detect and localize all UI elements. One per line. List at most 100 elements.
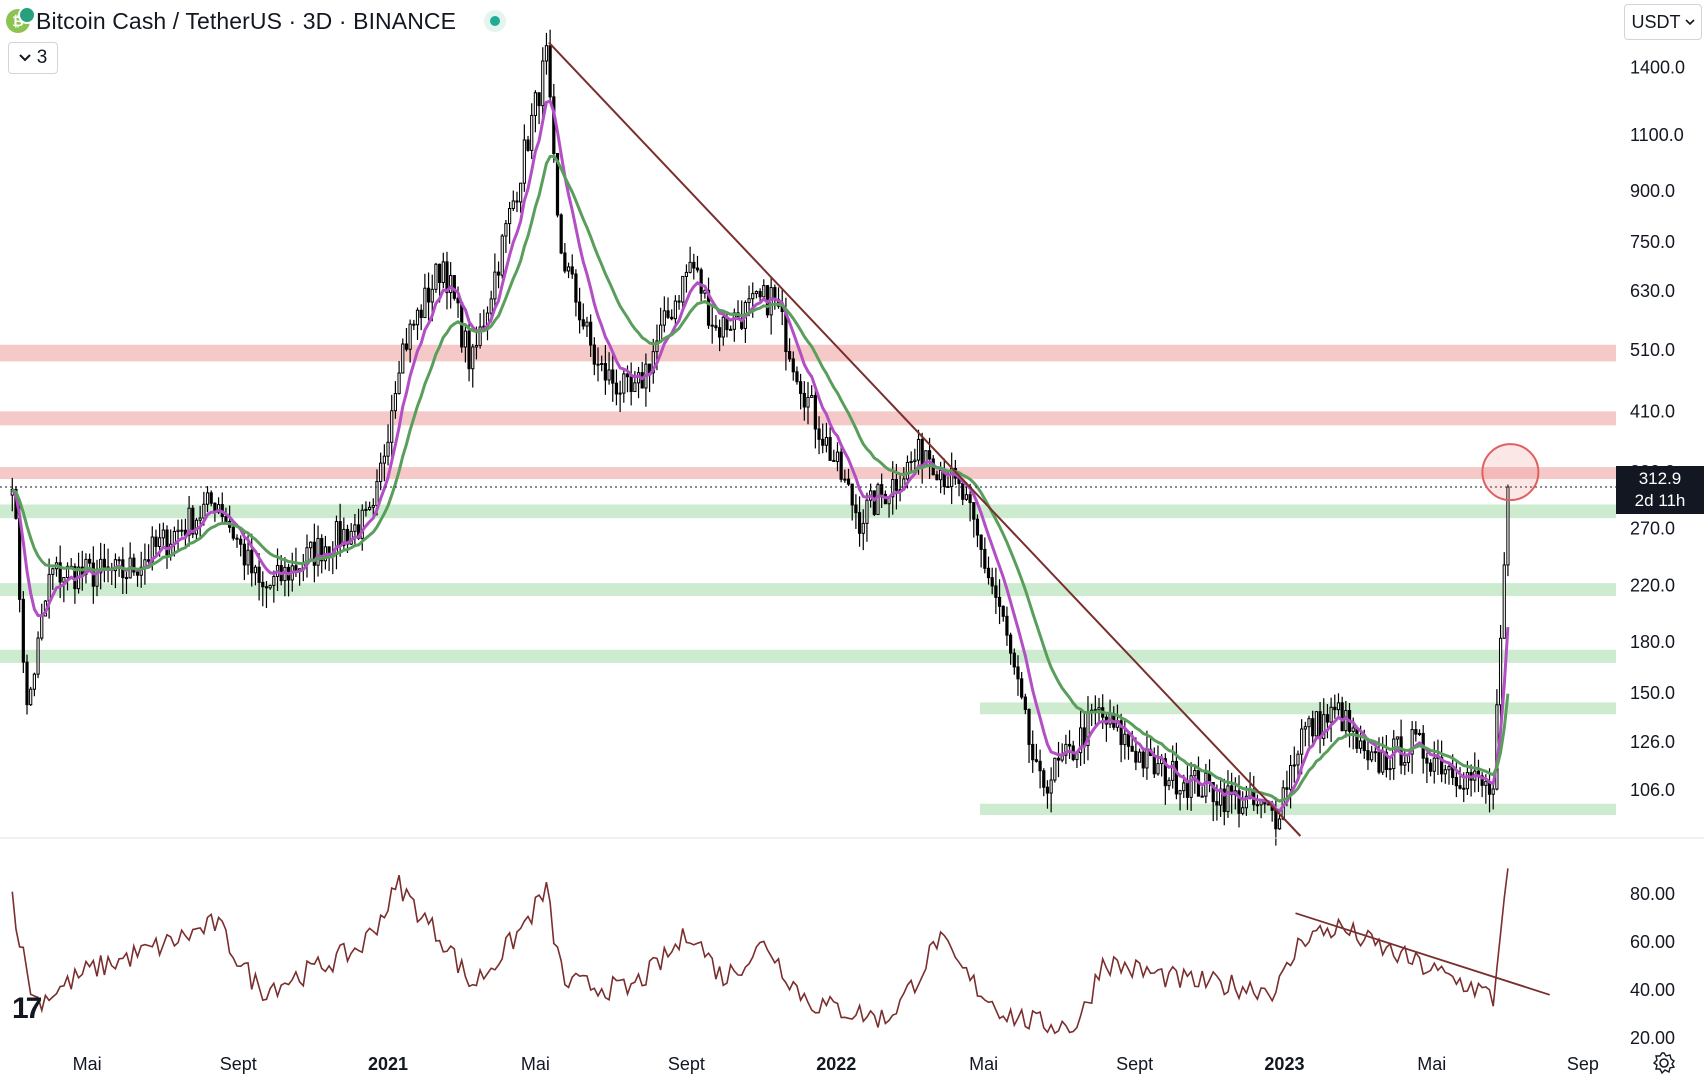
candle-body — [1167, 779, 1171, 787]
support-zone-0 — [0, 504, 1616, 519]
indicators-toggle-button[interactable]: 3 — [8, 42, 58, 74]
candle-body — [1141, 751, 1145, 769]
candle-body — [544, 45, 549, 62]
candle-body — [1145, 748, 1149, 769]
candle-body — [695, 267, 700, 271]
candle-body — [504, 223, 508, 237]
candle-body — [496, 271, 501, 276]
price-axis-label: 270.0 — [1630, 518, 1675, 538]
candle-body — [740, 317, 744, 329]
candle-body — [1432, 757, 1436, 772]
candle-body — [408, 323, 412, 350]
candle-body — [843, 478, 847, 481]
candle-body — [1311, 718, 1315, 737]
candle-body — [224, 516, 228, 523]
candle-body — [939, 469, 943, 481]
candle-body — [1009, 634, 1013, 654]
candle-body — [353, 524, 357, 532]
price-axis-label: 150.0 — [1630, 683, 1675, 703]
candle-body — [1064, 743, 1068, 756]
candle-body — [1222, 788, 1226, 813]
candle-body — [1126, 733, 1131, 747]
candle-body — [338, 521, 342, 546]
price-axis-label: 106.0 — [1630, 780, 1675, 800]
candle-body — [489, 298, 493, 314]
candle-body — [751, 293, 755, 300]
current-price-badge: 312.9 2d 11h — [1616, 466, 1704, 514]
candle-body — [592, 344, 596, 365]
axes-layer: 1400.01100.0900.0750.0630.0510.0410.0330… — [0, 57, 1704, 1074]
candle-body — [1303, 726, 1307, 730]
candle-body — [438, 263, 442, 284]
symbol-title: Bitcoin Cash / TetherUS · 3D · BINANCE — [36, 7, 457, 34]
price-axis-label: 900.0 — [1630, 181, 1675, 201]
candle-body — [861, 522, 865, 534]
candle-body — [176, 529, 180, 533]
candle-body — [1480, 775, 1484, 786]
x-axis-label: Sept — [220, 1054, 257, 1074]
candle-body — [603, 363, 607, 381]
candle-body — [423, 287, 427, 319]
support-zone-4 — [980, 803, 1616, 816]
candle-body — [99, 558, 103, 574]
currency-button[interactable]: USDT — [1624, 4, 1702, 40]
candle-body — [253, 566, 258, 574]
candle-body — [684, 271, 689, 277]
currency-label: USDT — [1631, 11, 1681, 32]
candle-body — [467, 330, 471, 370]
candle-body — [758, 291, 762, 298]
candle-body — [729, 328, 733, 331]
gear-icon[interactable] — [1652, 1051, 1676, 1075]
symbol-header[interactable]: ₿ Bitcoin Cash / TetherUS · 3D · BINANCE — [6, 4, 507, 38]
candle-body — [393, 393, 398, 412]
candle-body — [507, 207, 512, 225]
x-axis-label: 2022 — [816, 1054, 856, 1074]
candle-body — [714, 325, 718, 329]
market-status-icon — [484, 10, 507, 32]
candle-body — [997, 596, 1002, 607]
candle-body — [1425, 757, 1429, 764]
x-axis-label: 2023 — [1264, 1054, 1304, 1074]
candle-body — [1045, 786, 1050, 794]
candle-body — [515, 200, 519, 203]
candle-body — [920, 438, 924, 467]
candle-body — [1322, 714, 1326, 739]
candle-body — [1152, 755, 1156, 775]
candle-body — [1340, 702, 1344, 732]
bitcoin-cash-icon: ₿ — [6, 6, 36, 33]
candle-body — [1333, 706, 1337, 711]
candle-body — [1292, 764, 1296, 767]
candle-body — [1038, 760, 1042, 772]
candle-body — [32, 673, 36, 690]
candle-body — [927, 450, 932, 460]
current-price-value: 312.9 — [1638, 469, 1682, 488]
candle-body — [1443, 769, 1447, 775]
candle-body — [511, 200, 515, 209]
candle-body — [570, 266, 574, 275]
candle-body — [1119, 720, 1123, 746]
candle-body — [327, 546, 331, 555]
candle-body — [795, 371, 799, 383]
candle-body — [231, 526, 235, 539]
candle-body — [839, 451, 843, 480]
candle-body — [342, 528, 346, 546]
candle-body — [1314, 711, 1318, 737]
candle-body — [1174, 760, 1178, 795]
tradingview-logo[interactable]: 17 — [12, 992, 42, 1025]
candle-body — [990, 577, 994, 587]
candle-body — [102, 558, 106, 568]
candle-body — [124, 577, 129, 580]
candle-body — [1185, 782, 1190, 798]
candle-body — [415, 309, 420, 326]
candle-body — [139, 566, 143, 576]
candle-body — [397, 372, 401, 395]
candle-body — [180, 529, 184, 532]
candle-body — [1395, 736, 1400, 740]
candle-body — [824, 437, 829, 446]
candle-body — [913, 459, 917, 463]
candle-body — [161, 529, 165, 539]
candle-body — [706, 289, 711, 326]
candle-body — [1440, 756, 1444, 775]
